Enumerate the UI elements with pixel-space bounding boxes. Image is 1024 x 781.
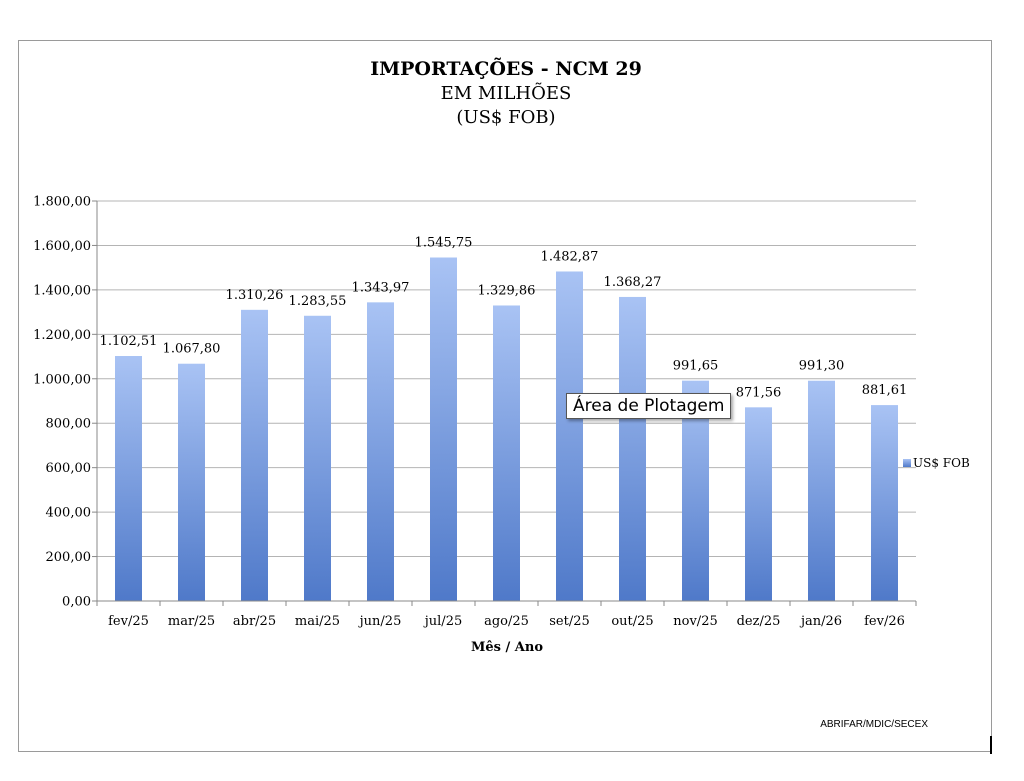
- bar[interactable]: [493, 305, 520, 601]
- bar[interactable]: [367, 302, 394, 601]
- data-label: 1.482,87: [541, 249, 599, 264]
- data-label: 1.283,55: [289, 294, 347, 309]
- x-tick-label: fev/25: [108, 614, 149, 629]
- y-tick-label: 1.200,00: [33, 328, 91, 343]
- y-tick-label: 1.600,00: [33, 239, 91, 254]
- bar[interactable]: [556, 271, 583, 601]
- data-label: 991,30: [799, 359, 845, 374]
- source-note: ABRIFAR/MDIC/SECEX: [820, 719, 928, 730]
- x-tick-label: fev/26: [864, 614, 905, 629]
- y-tick-label: 1.800,00: [33, 195, 91, 210]
- data-label: 1.545,75: [415, 236, 473, 251]
- chart-subtitle-line-1: EM MILHÕES: [441, 81, 572, 104]
- x-tick-label: mar/25: [168, 614, 215, 629]
- data-label: 881,61: [862, 383, 908, 398]
- x-tick-label: set/25: [549, 614, 590, 629]
- plot-area-tooltip: Área de Plotagem: [566, 393, 732, 419]
- x-axis-title: Mês / Ano: [471, 640, 543, 655]
- bar[interactable]: [808, 380, 835, 601]
- y-tick-label: 0,00: [62, 595, 91, 610]
- x-tick-label: jul/25: [423, 614, 462, 629]
- chart-subtitle-line-2: (US$ FOB): [456, 107, 555, 128]
- data-label: 991,65: [673, 359, 719, 374]
- y-tick-label: 200,00: [46, 550, 92, 565]
- x-tick-label: abr/25: [233, 614, 276, 629]
- x-tick-label: nov/25: [673, 614, 717, 629]
- legend: US$ FOB: [903, 456, 970, 470]
- x-tick-label: jan/26: [799, 614, 842, 629]
- y-tick-label: 600,00: [46, 461, 92, 476]
- legend-swatch: [903, 459, 911, 467]
- data-label: 1.343,97: [352, 280, 410, 295]
- chart-title: IMPORTAÇÕES - NCM 29: [370, 57, 642, 80]
- bar[interactable]: [745, 407, 772, 601]
- text-cursor: [990, 736, 992, 754]
- bar[interactable]: [178, 363, 205, 601]
- bar[interactable]: [430, 257, 457, 602]
- data-label: 1.067,80: [163, 342, 221, 357]
- y-tick-label: 1.400,00: [33, 283, 91, 298]
- x-tick-label: out/25: [611, 614, 653, 629]
- x-tick-label: dez/25: [737, 614, 781, 629]
- y-tick-label: 400,00: [46, 506, 92, 521]
- data-label: 1.329,86: [478, 283, 536, 298]
- bar[interactable]: [241, 309, 268, 601]
- bar[interactable]: [304, 315, 331, 601]
- bar[interactable]: [115, 355, 142, 601]
- data-label: 871,56: [736, 385, 782, 400]
- x-tick-label: ago/25: [484, 614, 529, 629]
- y-tick-label: 1.000,00: [33, 372, 91, 387]
- bar[interactable]: [871, 405, 898, 601]
- x-tick-label: mai/25: [295, 614, 340, 629]
- data-label: 1.102,51: [100, 334, 158, 349]
- legend-label: US$ FOB: [913, 456, 970, 470]
- bar[interactable]: [619, 296, 646, 601]
- data-label: 1.368,27: [604, 275, 662, 290]
- data-label: 1.310,26: [226, 288, 284, 303]
- x-tick-label: jun/25: [358, 614, 402, 629]
- y-tick-label: 800,00: [46, 417, 92, 432]
